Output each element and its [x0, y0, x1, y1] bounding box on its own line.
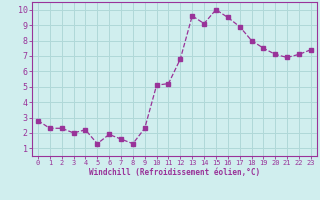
- X-axis label: Windchill (Refroidissement éolien,°C): Windchill (Refroidissement éolien,°C): [89, 168, 260, 177]
